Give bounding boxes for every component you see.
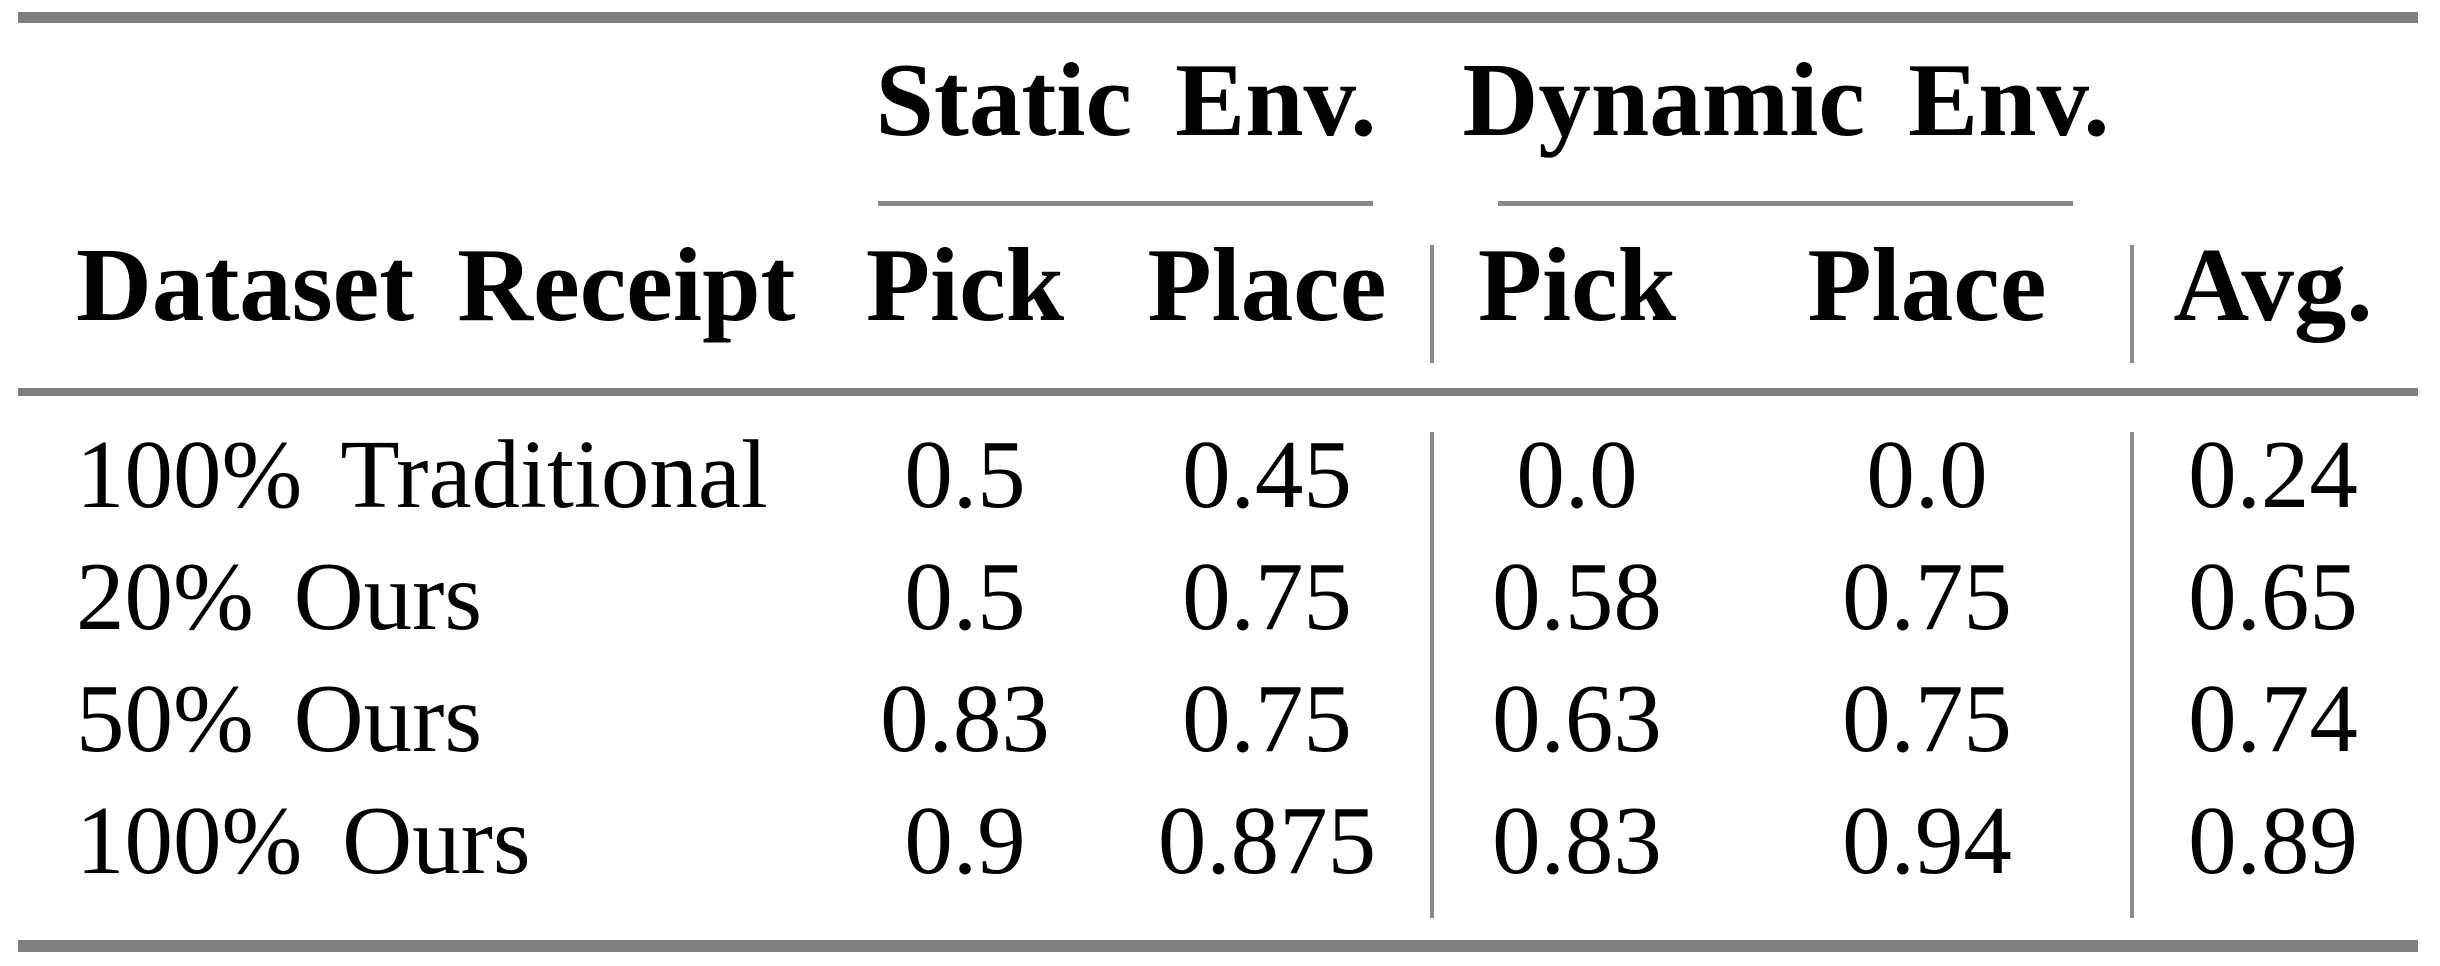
cell-value: 0.875 [1157, 787, 1377, 894]
cell-value: 0.89 [2188, 787, 2358, 894]
column-separator-2-body [2130, 432, 2134, 918]
cell-value: 0.5 [904, 421, 1026, 528]
cell-value: 0.63 [1492, 665, 1662, 772]
cell-value: 0.0 [1866, 421, 1988, 528]
cell-value: 0.24 [2188, 421, 2358, 528]
cell-value: 0.0 [1516, 421, 1638, 528]
cell-value: 0.83 [1492, 787, 1662, 894]
table-bottom-rule [18, 940, 2418, 952]
table-top-rule [18, 12, 2418, 23]
cell-value: 0.94 [1842, 787, 2012, 894]
column-header-avg: Avg. [2173, 226, 2373, 343]
cell-value: 0.9 [904, 787, 1026, 894]
column-header-static-pick: Pick [865, 226, 1065, 343]
cell-value: 0.45 [1182, 421, 1352, 528]
column-separator-2-header [2130, 245, 2134, 363]
cell-value: 0.75 [1182, 665, 1352, 772]
cell-value: 0.75 [1842, 665, 2012, 772]
cmidrule-static-env [878, 201, 1373, 206]
cell-value: 0.83 [880, 665, 1050, 772]
column-group-header-dynamic-env: Dynamic Env. [1462, 41, 2110, 158]
column-header-dynamic-place: Place [1807, 226, 2047, 343]
cmidrule-dynamic-env [1498, 201, 2073, 206]
cell-value: 0.65 [2188, 543, 2358, 650]
cell-value: 0.5 [904, 543, 1026, 650]
column-header-dataset-receipt: Dataset Receipt [76, 226, 796, 343]
table-header-rule [18, 388, 2418, 396]
row-label: 100% Traditional [76, 421, 768, 528]
row-label: 100% Ours [76, 787, 531, 894]
row-label: 20% Ours [76, 543, 483, 650]
column-header-static-place: Place [1147, 226, 1387, 343]
column-separator-1-body [1430, 432, 1434, 918]
column-separator-1-header [1430, 245, 1434, 363]
column-header-dynamic-pick: Pick [1477, 226, 1677, 343]
cell-value: 0.75 [1182, 543, 1352, 650]
cell-value: 0.75 [1842, 543, 2012, 650]
row-label: 50% Ours [76, 665, 483, 772]
cell-value: 0.74 [2188, 665, 2358, 772]
cell-value: 0.58 [1492, 543, 1662, 650]
column-group-header-static-env: Static Env. [875, 41, 1377, 158]
